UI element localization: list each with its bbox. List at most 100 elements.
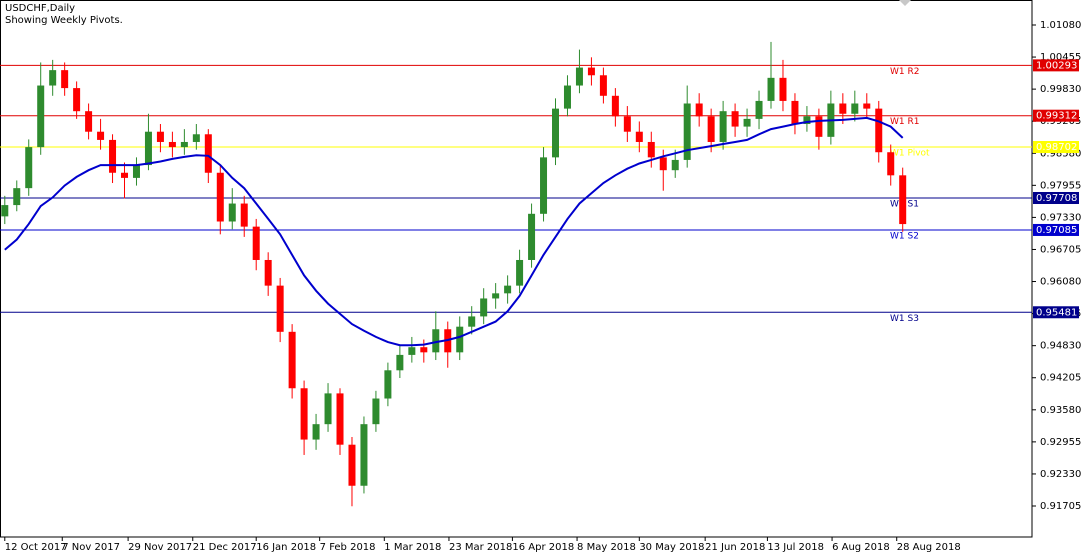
y-tick-label: 0.92955 xyxy=(1040,437,1081,448)
candle-body xyxy=(97,131,105,140)
candle-body xyxy=(432,329,440,353)
candle-body xyxy=(851,103,859,114)
x-tick-label: 6 Aug 2018 xyxy=(832,542,890,553)
x-tick-label: 21 Dec 2017 xyxy=(193,542,257,553)
x-tick-label: 13 Jul 2018 xyxy=(767,542,824,553)
candle-body xyxy=(168,141,176,148)
candle-body xyxy=(791,100,799,125)
candle-body xyxy=(61,70,69,89)
y-tick-label: 0.94830 xyxy=(1040,341,1081,352)
chart-subtitle: Showing Weekly Pivots. xyxy=(5,15,123,26)
candle-body xyxy=(875,108,883,153)
candle-body xyxy=(516,259,524,286)
chart-title: USDCHF,Daily xyxy=(5,3,75,14)
moving-average xyxy=(4,116,904,347)
candle-body xyxy=(1,205,9,217)
price-tag-label: 0.97708 xyxy=(1036,193,1077,204)
candle-body xyxy=(635,131,643,142)
price-tag xyxy=(1033,223,1079,236)
candle-body xyxy=(695,103,703,117)
candle-body xyxy=(623,116,631,132)
candle-body xyxy=(73,88,81,112)
candle-body xyxy=(815,116,823,137)
candle-body xyxy=(228,203,236,222)
candle-body xyxy=(396,354,404,371)
candle-body xyxy=(144,131,152,166)
candle-body xyxy=(528,213,536,260)
candle-body xyxy=(384,370,392,399)
candle-body xyxy=(468,316,476,327)
pivot-label: W1 R1 xyxy=(890,117,919,127)
candle-body xyxy=(707,116,715,142)
candle-body xyxy=(121,172,129,178)
candle-body xyxy=(420,347,428,353)
candle-body xyxy=(563,85,571,109)
x-tick-label: 7 Feb 2018 xyxy=(320,542,376,553)
candle-body xyxy=(779,77,787,101)
price-tag xyxy=(1033,59,1079,72)
pivot-label: W1 Pivot xyxy=(890,149,930,159)
x-tick-label: 12 Oct 2017 xyxy=(5,542,67,553)
candle-body xyxy=(540,157,548,214)
candle-body xyxy=(899,175,907,225)
x-tick-label: 8 May 2018 xyxy=(577,542,636,553)
candle-body xyxy=(743,118,751,127)
price-tag-label: 0.97085 xyxy=(1036,225,1077,236)
candle-body xyxy=(252,226,260,260)
x-tick-label: 30 May 2018 xyxy=(639,542,704,553)
candle-body xyxy=(887,152,895,176)
shift-marker xyxy=(899,0,911,6)
candle-body xyxy=(180,141,188,148)
price-tag xyxy=(1033,141,1079,154)
candle-body xyxy=(731,111,739,127)
candle-body xyxy=(49,70,57,86)
candle-body xyxy=(216,172,224,222)
x-tick-label: 1 Mar 2018 xyxy=(384,542,441,553)
candle-body xyxy=(300,388,308,440)
y-tick-label: 0.99830 xyxy=(1040,84,1081,95)
y-tick-label: 0.92330 xyxy=(1040,469,1081,480)
candle-body xyxy=(324,393,332,425)
candle-body xyxy=(504,285,512,294)
candle-body xyxy=(85,111,93,132)
y-tick-label: 1.00455 xyxy=(1040,52,1081,63)
candle-body xyxy=(480,298,488,317)
x-tick-label: 7 Nov 2017 xyxy=(62,542,120,553)
candle-body xyxy=(312,424,320,440)
price-tag-label: 0.98702 xyxy=(1036,142,1077,153)
y-tick-label: 0.98580 xyxy=(1040,148,1081,159)
candle-body xyxy=(276,285,284,332)
price-tag-label: 1.00293 xyxy=(1036,60,1077,71)
y-tick-label: 0.94205 xyxy=(1040,373,1081,384)
candle-body xyxy=(492,293,500,299)
candle-body xyxy=(348,444,356,486)
candle-body xyxy=(719,111,727,142)
y-tick-label: 0.93580 xyxy=(1040,405,1081,416)
y-tick-label: 0.97330 xyxy=(1040,212,1081,223)
candle-body xyxy=(336,393,344,445)
candle-body xyxy=(599,75,607,96)
x-tick-label: 28 Aug 2018 xyxy=(897,542,961,553)
candle-body xyxy=(408,347,416,355)
y-tick-label: 1.01080 xyxy=(1040,20,1081,31)
price-tag-label: 0.99312 xyxy=(1036,111,1077,122)
candle-body xyxy=(803,116,811,125)
candle-body xyxy=(683,103,691,160)
y-tick-label: 0.97955 xyxy=(1040,180,1081,191)
candle-body xyxy=(671,159,679,171)
candle-body xyxy=(755,100,763,119)
candle-body xyxy=(767,77,775,101)
x-tick-label: 29 Nov 2017 xyxy=(128,542,192,553)
price-tag xyxy=(1033,109,1079,122)
candle-body xyxy=(360,424,368,486)
x-tick-label: 23 Mar 2018 xyxy=(449,542,512,553)
pivot-label: W1 S2 xyxy=(890,231,919,241)
candle-body xyxy=(240,203,248,227)
candle-body xyxy=(587,67,595,76)
candle-body xyxy=(13,188,21,206)
price-tag-label: 0.95481 xyxy=(1036,307,1077,318)
candle-body xyxy=(109,139,117,173)
candle-body xyxy=(192,134,200,142)
candle-body xyxy=(288,331,296,389)
